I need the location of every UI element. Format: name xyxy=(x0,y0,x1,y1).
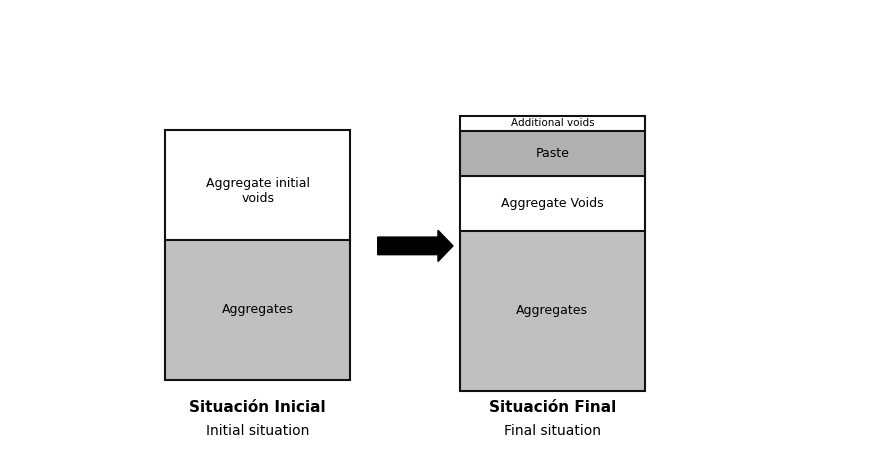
Text: Paste: Paste xyxy=(536,147,569,160)
Bar xyxy=(165,240,350,380)
Text: Aggregates: Aggregates xyxy=(222,303,293,317)
Text: Aggregate Voids: Aggregate Voids xyxy=(501,197,604,210)
Bar xyxy=(165,130,350,380)
Text: Initial situation: Initial situation xyxy=(206,424,309,437)
Bar xyxy=(460,176,645,231)
Bar xyxy=(165,130,350,240)
Text: Situación Inicial: Situación Inicial xyxy=(189,400,326,415)
Text: Aggregates: Aggregates xyxy=(516,305,589,317)
Bar xyxy=(460,116,645,391)
Bar xyxy=(460,231,645,391)
Bar xyxy=(460,131,645,176)
Text: Situación Final: Situación Final xyxy=(489,400,616,415)
Bar xyxy=(460,116,645,131)
Text: Additional voids: Additional voids xyxy=(511,119,594,129)
FancyArrow shape xyxy=(377,230,453,261)
Text: Aggregate initial
voids: Aggregate initial voids xyxy=(206,177,309,205)
Text: Final situation: Final situation xyxy=(504,424,601,437)
